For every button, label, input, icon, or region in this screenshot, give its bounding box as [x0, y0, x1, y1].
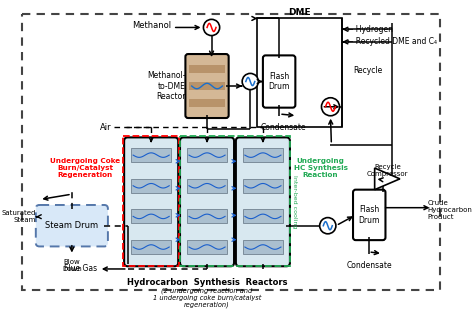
Bar — [123, 136, 179, 266]
Polygon shape — [374, 168, 400, 190]
Bar — [131, 179, 171, 193]
Text: Condensate: Condensate — [346, 261, 392, 270]
Text: Air: Air — [100, 123, 111, 132]
Bar — [189, 82, 225, 90]
Circle shape — [321, 98, 339, 116]
Text: Crude
Hydrocarbon
Product: Crude Hydrocarbon Product — [428, 200, 473, 221]
FancyBboxPatch shape — [124, 137, 178, 266]
Text: Undergoing Coke
Burn/Catalyst
Regeneration: Undergoing Coke Burn/Catalyst Regenerati… — [50, 158, 120, 178]
Text: Recycle
Compressor: Recycle Compressor — [366, 164, 408, 177]
FancyBboxPatch shape — [236, 137, 290, 266]
Text: (2 undergoing reaction and
1 undergoing coke burn/catalyst
regeneration): (2 undergoing reaction and 1 undergoing … — [153, 287, 261, 308]
Text: Saturated
Steam: Saturated Steam — [1, 210, 36, 223]
Bar — [187, 148, 227, 162]
Bar — [131, 240, 171, 254]
Bar — [180, 136, 290, 266]
FancyBboxPatch shape — [36, 205, 108, 246]
Text: Hydrocarbon  Synthesis  Reactors: Hydrocarbon Synthesis Reactors — [127, 278, 287, 287]
Text: Methanol: Methanol — [132, 21, 171, 30]
Text: Steam Drum: Steam Drum — [46, 221, 99, 230]
Text: DME: DME — [289, 8, 311, 17]
Text: Condensate: Condensate — [261, 123, 307, 132]
Text: ← Recycled DME and C₄: ← Recycled DME and C₄ — [346, 37, 437, 46]
Bar — [187, 179, 227, 193]
Bar — [189, 65, 225, 74]
Text: Undergoing
HC Synthesis
Reaction: Undergoing HC Synthesis Reaction — [293, 158, 347, 178]
Text: Flue Gas: Flue Gas — [64, 264, 97, 273]
Text: Recycle: Recycle — [353, 66, 382, 75]
Bar — [189, 99, 225, 107]
FancyBboxPatch shape — [180, 137, 234, 266]
Bar — [257, 18, 342, 127]
Text: Blow
Down: Blow Down — [62, 259, 82, 272]
Bar — [243, 148, 283, 162]
Bar — [131, 148, 171, 162]
FancyBboxPatch shape — [263, 55, 295, 108]
FancyBboxPatch shape — [185, 54, 228, 118]
Text: ← Hydrogen: ← Hydrogen — [346, 25, 393, 34]
Bar — [243, 210, 283, 223]
Circle shape — [203, 19, 219, 36]
Circle shape — [319, 218, 336, 234]
Bar — [187, 210, 227, 223]
Bar — [131, 210, 171, 223]
Bar — [187, 240, 227, 254]
Circle shape — [242, 73, 258, 90]
Text: Inter-bed cooling: Inter-bed cooling — [292, 175, 297, 228]
Text: Flash
Drum: Flash Drum — [268, 72, 290, 91]
FancyBboxPatch shape — [353, 190, 385, 240]
Bar — [243, 240, 283, 254]
Bar — [243, 179, 283, 193]
Text: Flash
Drum: Flash Drum — [358, 205, 380, 225]
Text: Methanol-
to-DME
Reactor: Methanol- to-DME Reactor — [147, 71, 185, 101]
